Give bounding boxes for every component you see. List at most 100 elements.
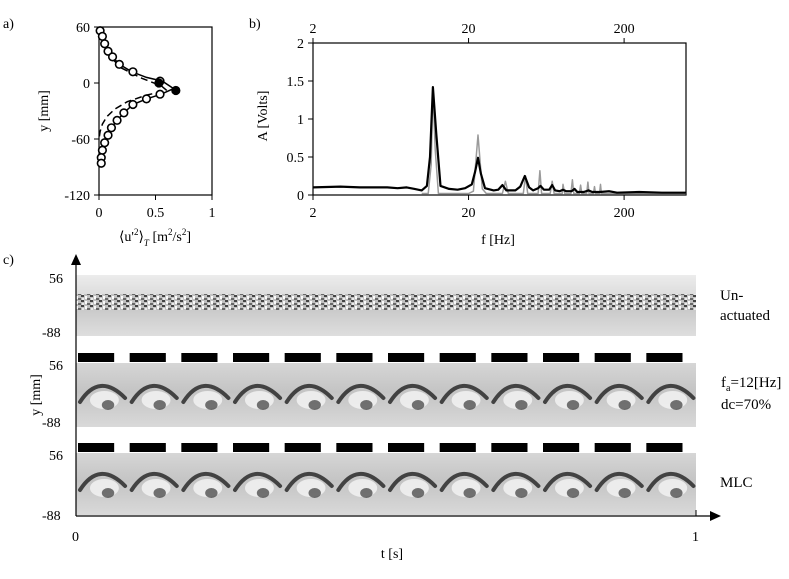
strip-periodic-label-f: f — [721, 375, 726, 391]
vortex-dark-spot — [515, 488, 528, 498]
strip-periodic-label-freq: =12[Hz] — [730, 375, 781, 391]
panel-a-frame — [98, 26, 213, 196]
vortex-dark-spot — [256, 400, 270, 410]
panel-c: c) Un- actuated fa=12[Hz] dc=70% MLC — [3, 253, 781, 562]
xlabel-mid: ⟩ — [138, 230, 143, 245]
vortex-dark-spot — [463, 488, 476, 498]
vortex-structure — [336, 472, 386, 492]
xlabel-sup3: 2 — [182, 227, 187, 237]
b-top-xtick-label: 20 — [462, 22, 476, 37]
strip-mlc-forcing-bar — [78, 443, 683, 452]
panel-b-frame — [312, 42, 687, 196]
a-ytick-label: -60 — [71, 133, 90, 148]
xlabel-prefix: ⟨u' — [119, 230, 134, 245]
forcing-pulse — [129, 443, 166, 452]
forcing-pulse — [284, 443, 321, 452]
panel-b-xlabel: f [Hz] — [481, 233, 515, 248]
forcing-pulse — [646, 353, 683, 362]
strip-mlc-structures — [78, 472, 696, 498]
vortex-structure — [78, 472, 128, 492]
vortex-dark-spot — [566, 488, 580, 498]
panel-b-label: b) — [249, 17, 261, 32]
a-marker-open — [114, 59, 124, 69]
strip-unactuated: Un- actuated — [76, 275, 770, 336]
forcing-pulse — [78, 443, 115, 452]
forcing-pulse — [594, 443, 631, 452]
b-xtick-label: 2 — [310, 206, 317, 221]
a-marker-open — [155, 89, 165, 99]
a-marker-open — [97, 31, 107, 41]
strip-periodic: fa=12[Hz] dc=70% — [76, 353, 781, 427]
panel-a-ylabel: y [mm] — [37, 90, 52, 132]
vortex-structure — [78, 384, 128, 404]
b-xtick-label: 200 — [614, 206, 635, 221]
panel-c-xlabel: t [s] — [381, 547, 403, 562]
vortex-structure — [594, 384, 644, 404]
forcing-pulse — [233, 353, 270, 362]
vortex-structure — [646, 384, 696, 404]
a-marker-open — [119, 108, 129, 118]
a-marker-open — [141, 94, 152, 104]
xlabel-unit-close: ] — [186, 230, 191, 245]
a-marker-open — [107, 52, 118, 62]
a-marker-open — [100, 138, 110, 148]
panel-c-x-arrow — [710, 511, 721, 521]
panel-a-ticks: 60 0 -60 -120 0 0.5 1 — [64, 21, 215, 221]
a-marker-open — [97, 145, 107, 155]
vortex-dark-spot — [360, 488, 373, 498]
forcing-pulse — [491, 353, 528, 362]
vortex-structure — [284, 384, 334, 404]
vortex-dark-spot — [308, 400, 321, 410]
vortex-dark-spot — [205, 488, 218, 498]
forcing-pulse — [543, 443, 580, 452]
vortex-structure — [129, 384, 179, 404]
a-xtick-label: 1 — [209, 206, 216, 221]
panel-a-axes — [98, 26, 213, 196]
b-ytick-label: 1.5 — [287, 75, 305, 90]
c-ytick-56-b: 56 — [49, 359, 63, 374]
c-xtick-0: 0 — [72, 530, 79, 545]
vortex-structure — [233, 472, 283, 492]
vortex-dark-spot — [463, 400, 476, 410]
vortex-structure — [491, 384, 541, 404]
panel-c-y-arrow — [71, 254, 81, 265]
panel-a-label: a) — [3, 17, 14, 32]
strip-unactuated-label-1: Un- — [720, 288, 743, 304]
panel-b-ylabel: A [Volts] — [256, 91, 271, 142]
xlabel-sub: T — [144, 238, 150, 248]
xlabel-sup1: 2 — [134, 227, 139, 237]
vortex-structure — [129, 472, 179, 492]
panel-a-series — [95, 26, 181, 168]
a-ytick-label: -120 — [64, 189, 90, 204]
forcing-pulse — [233, 443, 270, 452]
vortex-dark-spot — [101, 400, 115, 410]
forcing-pulse — [439, 353, 476, 362]
strip-unactuated-shear-layer — [76, 294, 696, 310]
vortex-dark-spot — [101, 488, 115, 498]
a-ytick-label: 60 — [76, 21, 90, 36]
vortex-structure — [388, 472, 438, 492]
a-marker-open — [96, 158, 106, 168]
a-marker-filled — [171, 85, 181, 96]
b-ytick-label: 0.5 — [287, 151, 305, 166]
panel-c-label: c) — [3, 253, 14, 268]
vortex-structure — [336, 384, 386, 404]
vortex-structure — [388, 384, 438, 404]
a-ytick-label: 0 — [83, 77, 90, 92]
vortex-structure — [491, 472, 541, 492]
vortex-dark-spot — [153, 488, 166, 498]
forcing-pulse — [129, 353, 166, 362]
vortex-dark-spot — [566, 400, 580, 410]
strip-mlc-field — [76, 453, 696, 515]
vortex-dark-spot — [256, 488, 270, 498]
xlabel-unit-open: [m — [149, 230, 168, 245]
vortex-dark-spot — [308, 488, 321, 498]
forcing-pulse — [78, 353, 115, 362]
a-marker-open — [128, 67, 138, 77]
vortex-structure — [233, 384, 283, 404]
strip-periodic-label-sub: a — [726, 383, 731, 394]
a-marker-filled — [154, 78, 164, 88]
